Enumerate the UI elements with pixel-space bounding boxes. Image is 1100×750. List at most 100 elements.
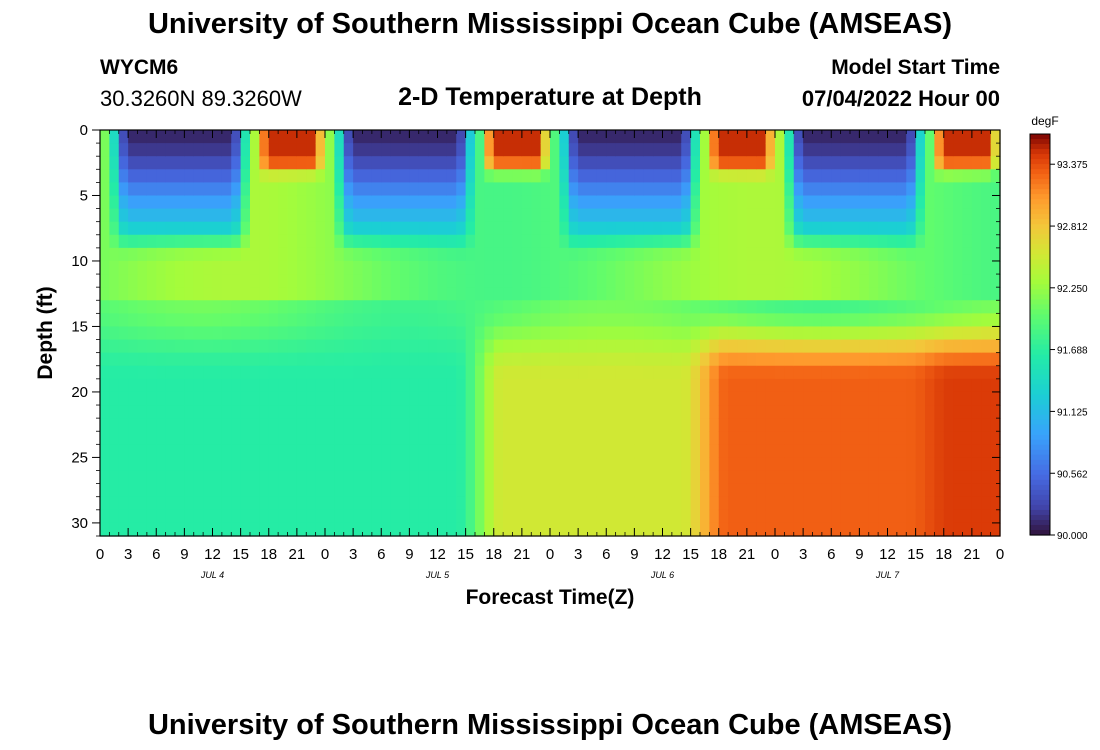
heatmap-cell xyxy=(906,156,917,170)
heatmap-cell xyxy=(437,234,448,249)
colorbar-segment xyxy=(1030,269,1050,275)
heatmap-cell xyxy=(793,300,804,314)
heatmap-cell xyxy=(418,378,429,393)
heatmap-cell xyxy=(756,274,767,288)
x-tick-label: 21 xyxy=(514,546,531,563)
heatmap-cell xyxy=(287,457,298,472)
heatmap-cell xyxy=(793,130,804,144)
heatmap-cell xyxy=(521,234,532,249)
heatmap-cell xyxy=(868,130,879,144)
heatmap-cell xyxy=(137,260,148,275)
heatmap-cell xyxy=(175,339,185,354)
heatmap-cell xyxy=(109,195,120,210)
heatmap-cell xyxy=(268,300,279,314)
heatmap-cell xyxy=(390,522,401,537)
heatmap-cell xyxy=(334,365,345,380)
heatmap-cell xyxy=(240,130,251,144)
heatmap-cell xyxy=(990,470,1001,485)
heatmap-cell xyxy=(550,444,560,459)
heatmap-cell xyxy=(137,169,148,183)
heatmap-cell xyxy=(606,274,617,288)
heatmap-cell xyxy=(728,522,739,537)
heatmap-cell xyxy=(981,457,992,472)
heatmap-cell xyxy=(671,156,682,170)
heatmap-cell xyxy=(653,195,664,210)
heatmap-cell xyxy=(784,509,795,524)
heatmap-cell xyxy=(643,339,654,354)
heatmap-cell xyxy=(578,234,589,249)
heatmap-cell xyxy=(568,418,579,432)
heatmap-cell xyxy=(240,287,251,301)
x-tick-label: 3 xyxy=(574,546,582,563)
heatmap-cell xyxy=(137,378,148,393)
heatmap-cell xyxy=(653,457,664,472)
heatmap-cell xyxy=(662,234,673,249)
heatmap-cell xyxy=(784,457,795,472)
heatmap-cell xyxy=(231,418,242,432)
heatmap-cell xyxy=(184,365,195,380)
heatmap-cell xyxy=(259,130,270,144)
colorbar-segment xyxy=(1030,284,1050,290)
heatmap-cell xyxy=(953,208,964,223)
heatmap-cell xyxy=(850,182,860,197)
colorbar-tick-label: 91.125 xyxy=(1057,407,1088,418)
heatmap-cell xyxy=(662,339,673,354)
heatmap-cell xyxy=(531,300,542,314)
heatmap-cell xyxy=(831,431,842,445)
heatmap-cell xyxy=(718,339,729,354)
heatmap-cell xyxy=(456,326,467,341)
heatmap-cell xyxy=(718,247,729,262)
heatmap-cell xyxy=(296,182,307,197)
heatmap-cell xyxy=(746,130,757,144)
heatmap-cell xyxy=(212,156,223,170)
heatmap-cell xyxy=(671,208,682,223)
heatmap-cell xyxy=(671,405,682,419)
heatmap-cell xyxy=(100,457,110,472)
heatmap-cell xyxy=(268,483,279,498)
heatmap-cell xyxy=(812,326,823,341)
heatmap-cell xyxy=(203,326,214,341)
heatmap-cell xyxy=(681,169,692,183)
heatmap-cell xyxy=(437,326,448,341)
heatmap-cell xyxy=(296,470,307,485)
heatmap-cell xyxy=(746,496,757,511)
heatmap-cell xyxy=(146,247,157,262)
heatmap-cell xyxy=(587,483,598,498)
heatmap-cell xyxy=(653,156,664,170)
heatmap-cell xyxy=(681,234,692,249)
heatmap-cell xyxy=(775,274,785,288)
heatmap-cell xyxy=(512,221,523,236)
heatmap-cell xyxy=(756,208,767,223)
heatmap-cell xyxy=(709,509,720,524)
heatmap-cell xyxy=(765,391,776,406)
heatmap-cell xyxy=(878,156,889,170)
heatmap-cell xyxy=(184,470,195,485)
heatmap-cell xyxy=(362,431,373,445)
heatmap-cell xyxy=(775,169,785,183)
heatmap-cell xyxy=(353,405,364,419)
heatmap-cell xyxy=(559,260,570,275)
heatmap-cell xyxy=(409,339,420,354)
heatmap-cell xyxy=(418,457,429,472)
heatmap-cell xyxy=(718,195,729,210)
heatmap-cell xyxy=(371,496,382,511)
heatmap-cell xyxy=(390,208,401,223)
heatmap-cell xyxy=(718,391,729,406)
heatmap-cell xyxy=(278,457,289,472)
heatmap-cell xyxy=(381,470,392,485)
heatmap-cell xyxy=(428,391,439,406)
heatmap-cell xyxy=(240,405,251,419)
heatmap-cell xyxy=(971,470,982,485)
heatmap-cell xyxy=(737,339,748,354)
heatmap-cell xyxy=(353,378,364,393)
heatmap-cell xyxy=(475,418,485,432)
heatmap-cell xyxy=(568,444,579,459)
heatmap-cell xyxy=(681,496,692,511)
heatmap-cell xyxy=(456,339,467,354)
heatmap-cell xyxy=(287,234,298,249)
heatmap-cell xyxy=(193,156,204,170)
heatmap-cell xyxy=(765,496,776,511)
heatmap-cell xyxy=(803,287,814,301)
heatmap-cell xyxy=(465,496,476,511)
